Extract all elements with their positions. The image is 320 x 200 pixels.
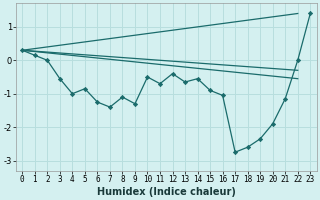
X-axis label: Humidex (Indice chaleur): Humidex (Indice chaleur) [97, 187, 236, 197]
